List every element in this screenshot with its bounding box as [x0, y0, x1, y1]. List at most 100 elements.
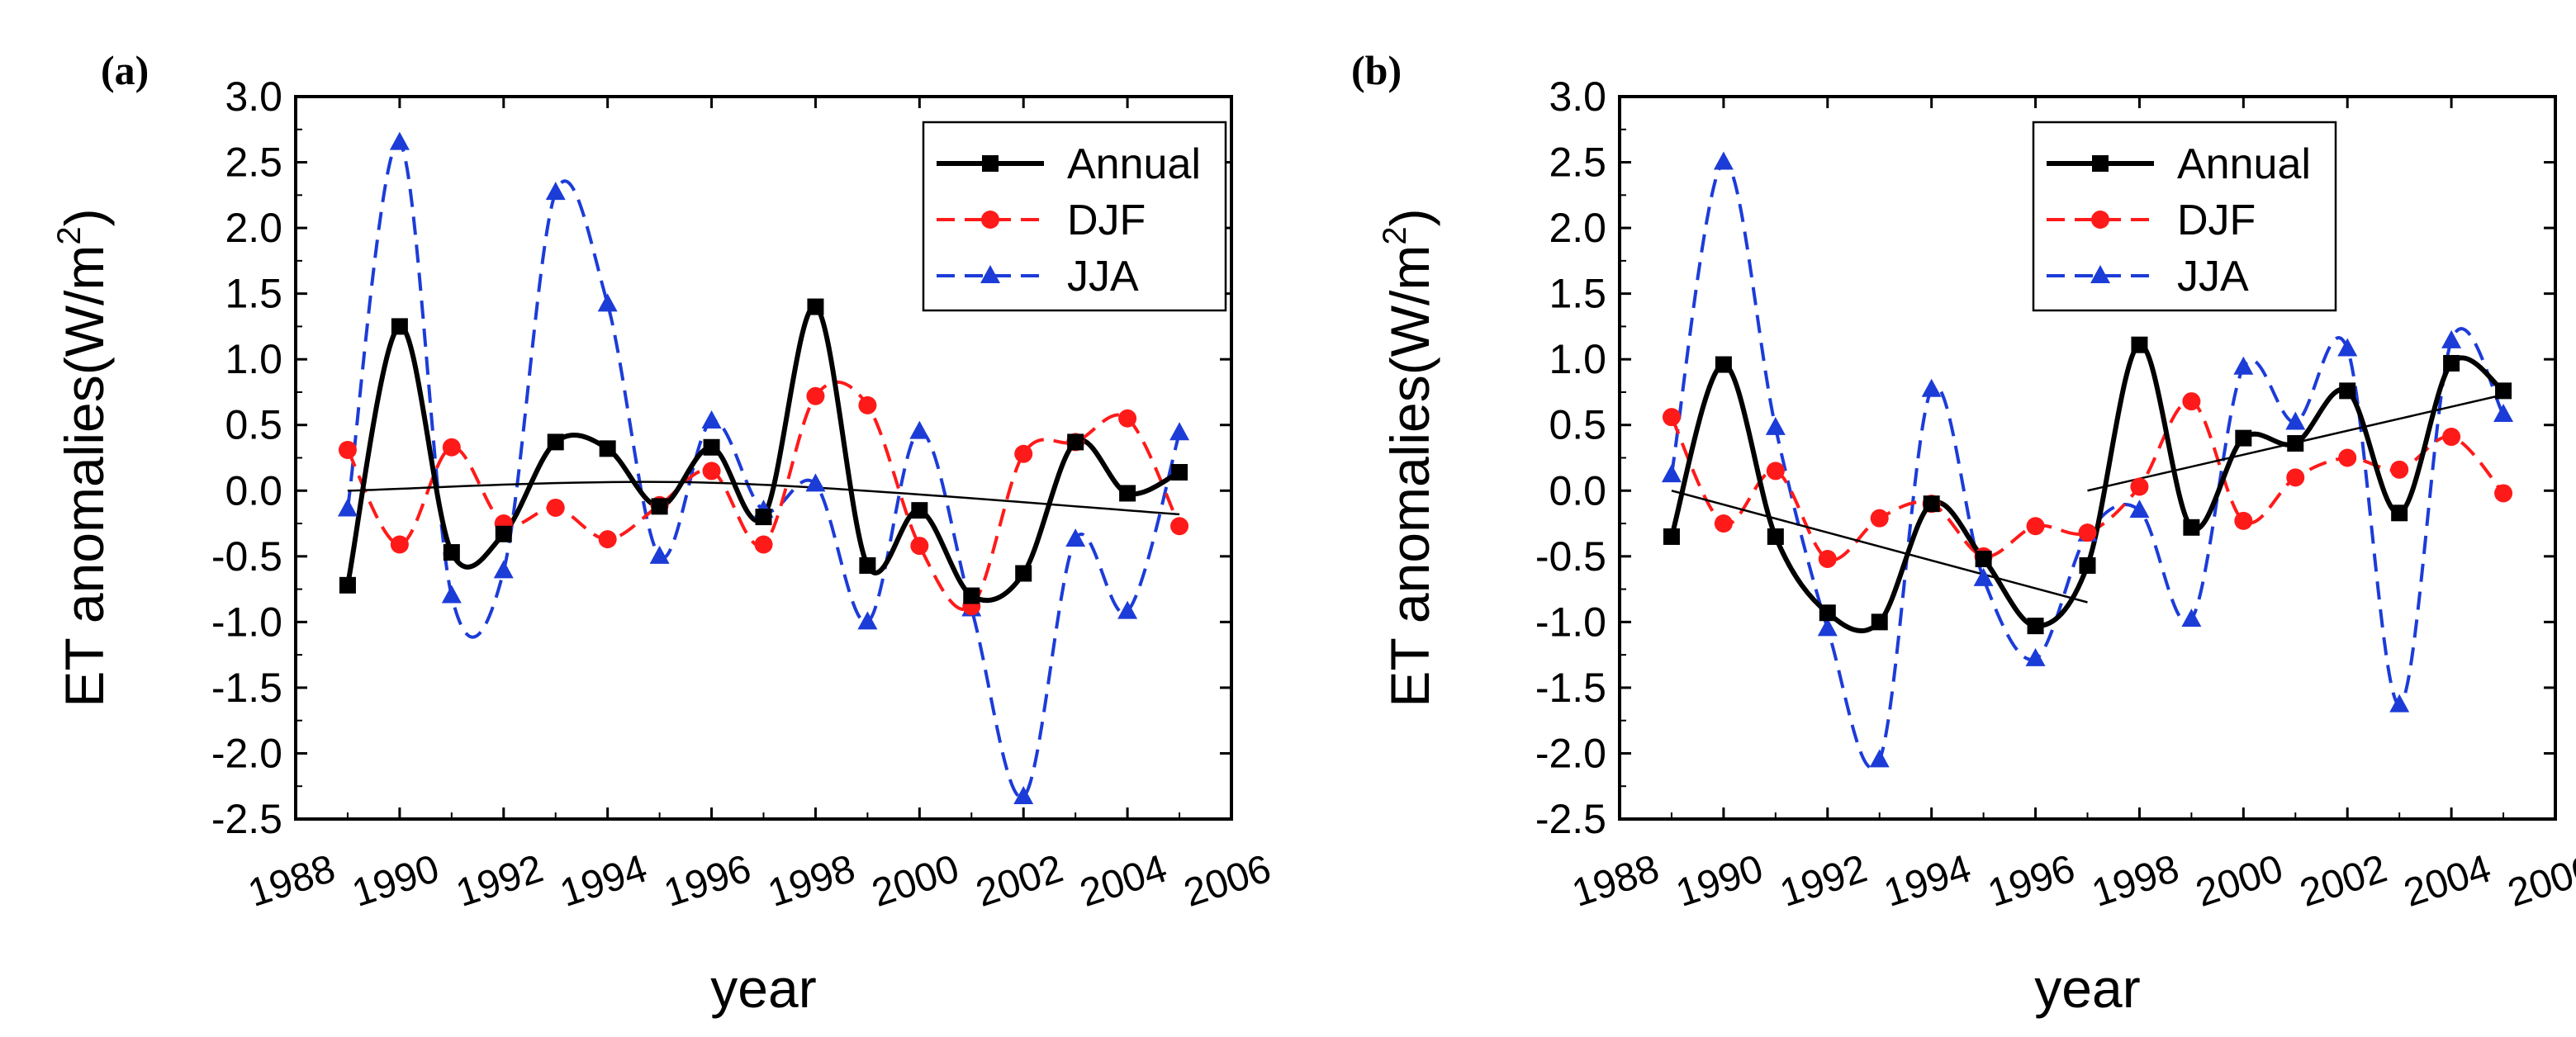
data-point-annual — [1923, 495, 1940, 513]
data-point-djf — [1014, 444, 1033, 463]
data-point-jja — [2493, 404, 2514, 422]
data-point-jja — [1169, 422, 1190, 441]
legend-box — [922, 121, 1227, 312]
data-point-annual — [1871, 613, 1888, 631]
data-point-djf — [2390, 460, 2409, 479]
data-point-annual — [2235, 429, 2252, 447]
series-line-annual — [1669, 342, 2505, 633]
data-point-jja — [2441, 329, 2462, 348]
data-point-jja — [2025, 647, 2046, 666]
x-tick-label: 1990 — [1671, 847, 1768, 916]
y-axis-label: ET anomalies(W/m2) — [1377, 208, 1440, 707]
legend-marker-annual — [982, 155, 999, 172]
x-tick-label: 2006 — [1179, 847, 1276, 916]
data-point-djf — [1170, 517, 1189, 536]
legend-marker-annual — [2092, 155, 2109, 172]
data-point-jja — [857, 611, 878, 630]
chart-panel-b: (b) 3.0 2.5 2.0 1.5 1.0 0.5 0.0 -0.5 -1.0 -1.5 -2.0… — [1351, 47, 2576, 1019]
legend-label: DJF — [2177, 197, 2256, 244]
y-tick-label: -2.0 — [1535, 730, 1606, 776]
y-tick-label: -1.0 — [211, 599, 282, 645]
y-tick-label: -2.5 — [211, 796, 282, 842]
data-point-jja — [337, 498, 358, 517]
data-point-jja — [597, 293, 618, 312]
y-tick-label: -1.5 — [1535, 665, 1606, 711]
data-point-annual — [651, 498, 668, 515]
legend-label: Annual — [2177, 140, 2311, 188]
data-point-jja — [701, 410, 722, 429]
data-point-annual — [2079, 556, 2096, 574]
data-point-jja — [389, 131, 410, 150]
y-tick-label: 1.5 — [1549, 271, 1606, 317]
data-point-annual — [1171, 464, 1188, 481]
data-point-djf — [442, 438, 461, 457]
data-point-annual — [807, 298, 824, 315]
y-tick-label: -0.5 — [1535, 533, 1606, 580]
data-point-jja — [2389, 694, 2410, 713]
data-point-djf — [1714, 514, 1733, 533]
data-point-djf — [2130, 477, 2149, 496]
data-point-annual — [2131, 336, 2148, 353]
data-point-djf — [806, 386, 825, 405]
data-point-djf — [1118, 409, 1137, 428]
data-point-djf — [2442, 428, 2461, 447]
data-point-djf — [338, 440, 357, 459]
data-point-djf — [702, 462, 721, 481]
legend-box — [2032, 121, 2337, 312]
x-tick-label: 1990 — [347, 847, 444, 916]
y-tick-label: 0.0 — [1549, 467, 1606, 514]
data-point-jja — [441, 585, 462, 604]
data-point-annual — [599, 440, 616, 457]
y-tick-label: -2.5 — [1535, 796, 1606, 842]
data-point-jja — [1661, 464, 1682, 483]
y-tick-label: 2.0 — [1549, 205, 1606, 251]
data-point-annual — [2027, 618, 2044, 635]
data-point-annual — [2339, 382, 2356, 400]
y-tick-label: 2.0 — [225, 205, 282, 251]
data-point-jja — [1765, 416, 1786, 435]
data-point-djf — [2182, 392, 2201, 411]
data-point-annual — [1015, 565, 1032, 582]
legend-marker-djf — [981, 211, 999, 229]
x-axis-label: year — [710, 958, 816, 1019]
data-point-djf — [2078, 523, 2097, 542]
data-point-djf — [2494, 484, 2513, 503]
data-point-annual — [1767, 528, 1784, 545]
trend-line — [347, 481, 1180, 516]
plot-frame — [1618, 95, 2557, 821]
y-tick-label: 1.5 — [225, 271, 282, 317]
data-point-annual — [391, 318, 408, 335]
data-point-djf — [1766, 462, 1785, 481]
legend-label: DJF — [1067, 197, 1146, 244]
data-point-annual — [2391, 504, 2408, 522]
chart-panel-a: (a) 3.0 2.5 2.0 1.5 1.0 0.5 0.0 -0.5 -1.0 -1.5 -2.0… — [51, 47, 1276, 1019]
y-tick-label: 3.0 — [1549, 73, 1606, 120]
data-point-jja — [2129, 500, 2150, 518]
legend-label: JJA — [2177, 253, 2249, 301]
data-point-jja — [493, 560, 514, 579]
x-tick-label: 1988 — [243, 847, 340, 916]
data-point-annual — [443, 544, 460, 561]
data-point-jja — [2233, 356, 2254, 375]
data-point-jja — [1713, 151, 1734, 170]
x-tick-label: 1998 — [2087, 847, 2185, 916]
x-tick-label: 1994 — [1879, 847, 1976, 916]
plot-frame — [294, 95, 1233, 821]
series-line-djf — [346, 380, 1181, 612]
data-point-annual — [547, 433, 564, 451]
x-tick-label: 1998 — [763, 847, 861, 916]
legend-marker-djf — [2091, 211, 2109, 229]
data-point-jja — [545, 182, 566, 201]
data-point-annual — [1663, 528, 1680, 545]
data-point-annual — [1975, 551, 1992, 567]
x-tick-label: 2004 — [2398, 847, 2496, 916]
data-point-jja — [1973, 567, 1994, 586]
y-tick-label: -1.5 — [211, 665, 282, 711]
data-point-jja — [2181, 608, 2202, 627]
data-point-djf — [910, 537, 929, 556]
x-tick-label: 2004 — [1075, 847, 1172, 916]
data-point-djf — [1818, 550, 1837, 568]
data-point-annual — [339, 576, 356, 594]
x-tick-label: 1992 — [1775, 847, 1872, 916]
data-point-djf — [2338, 448, 2357, 467]
